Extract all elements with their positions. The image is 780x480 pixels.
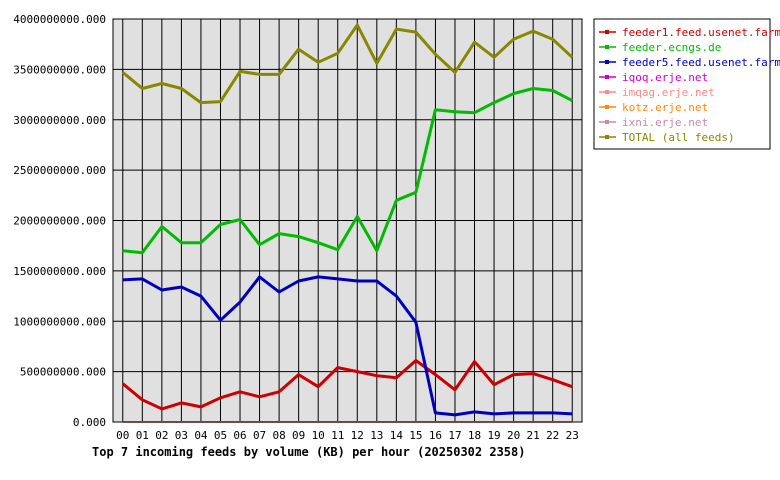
chart-title: Top 7 incoming feeds by volume (KB) per … [92, 445, 525, 459]
x-tick-label: 16 [429, 429, 442, 442]
legend-label: kotz.erje.net [622, 101, 708, 114]
series-line-2 [122, 275, 573, 417]
x-tick-label: 04 [194, 429, 208, 442]
legend-marker [605, 60, 609, 64]
x-tick-label: 15 [409, 429, 422, 442]
x-tick-label: 18 [468, 429, 481, 442]
x-tick-label: 13 [370, 429, 383, 442]
legend-label: imqag.erje.net [622, 86, 715, 99]
y-tick-label: 3500000000.000 [13, 63, 106, 76]
plot-border [112, 18, 583, 423]
y-tick-label: 2000000000.000 [13, 215, 106, 228]
y-tick-label: 4000000000.000 [13, 13, 106, 26]
legend-label: ixni.erje.net [622, 116, 708, 129]
x-tick-label: 07 [253, 429, 266, 442]
legend-marker [605, 120, 609, 124]
legend: feeder1.feed.usenet.farm feeder.ecngs.de f… [593, 18, 780, 150]
x-tick-label: 01 [136, 429, 149, 442]
x-tick-label: 20 [507, 429, 520, 442]
legend-marker [605, 75, 609, 79]
y-tick-label: 2500000000.000 [13, 164, 106, 177]
y-tick-label: 1500000000.000 [13, 265, 106, 278]
x-tick-label: 11 [331, 429, 344, 442]
x-tick-label: 02 [155, 429, 168, 442]
x-tick-label: 21 [527, 429, 540, 442]
x-tick-label: 17 [448, 429, 461, 442]
x-tick-label: 19 [487, 429, 500, 442]
x-axis-ticks: 00 01 02 03 04 05 06 07 08 09 10 11 12 13 14 15 16 17 18 19… [116, 429, 579, 442]
x-tick-label: 06 [233, 429, 246, 442]
y-axis-ticks: 0.000 500000000.000 1000000000.000 15000000… [13, 13, 106, 429]
legend-label: feeder5.feed.usenet.farm [622, 56, 780, 69]
x-tick-label: 05 [214, 429, 227, 442]
x-tick-label: 09 [292, 429, 305, 442]
legend-marker [605, 105, 609, 109]
x-tick-label: 08 [272, 429, 285, 442]
y-tick-label: 1000000000.000 [13, 315, 106, 328]
y-tick-label: 500000000.000 [20, 366, 106, 379]
legend-marker [605, 30, 609, 34]
legend-box [593, 18, 771, 150]
grid [113, 18, 582, 423]
legend-marker [605, 135, 609, 139]
series-line-1 [122, 87, 573, 255]
y-tick-label: 0.000 [73, 416, 106, 429]
x-tick-label: 23 [566, 429, 579, 442]
x-tick-label: 14 [390, 429, 404, 442]
legend-label: TOTAL (all feeds) [622, 131, 735, 144]
x-tick-label: 10 [312, 429, 325, 442]
y-tick-label: 3000000000.000 [13, 114, 106, 127]
legend-label: feeder1.feed.usenet.farm [622, 26, 780, 39]
series-line-7 [121, 23, 574, 105]
x-tick-label: 12 [351, 429, 364, 442]
legend-marker [605, 45, 609, 49]
series-line-0 [121, 359, 573, 411]
x-tick-label: 22 [546, 429, 559, 442]
legend-marker [605, 90, 609, 94]
legend-label: feeder.ecngs.de [622, 41, 721, 54]
legend-label: iqoq.erje.net [622, 71, 708, 84]
x-tick-label: 00 [116, 429, 129, 442]
x-tick-label: 03 [175, 429, 188, 442]
